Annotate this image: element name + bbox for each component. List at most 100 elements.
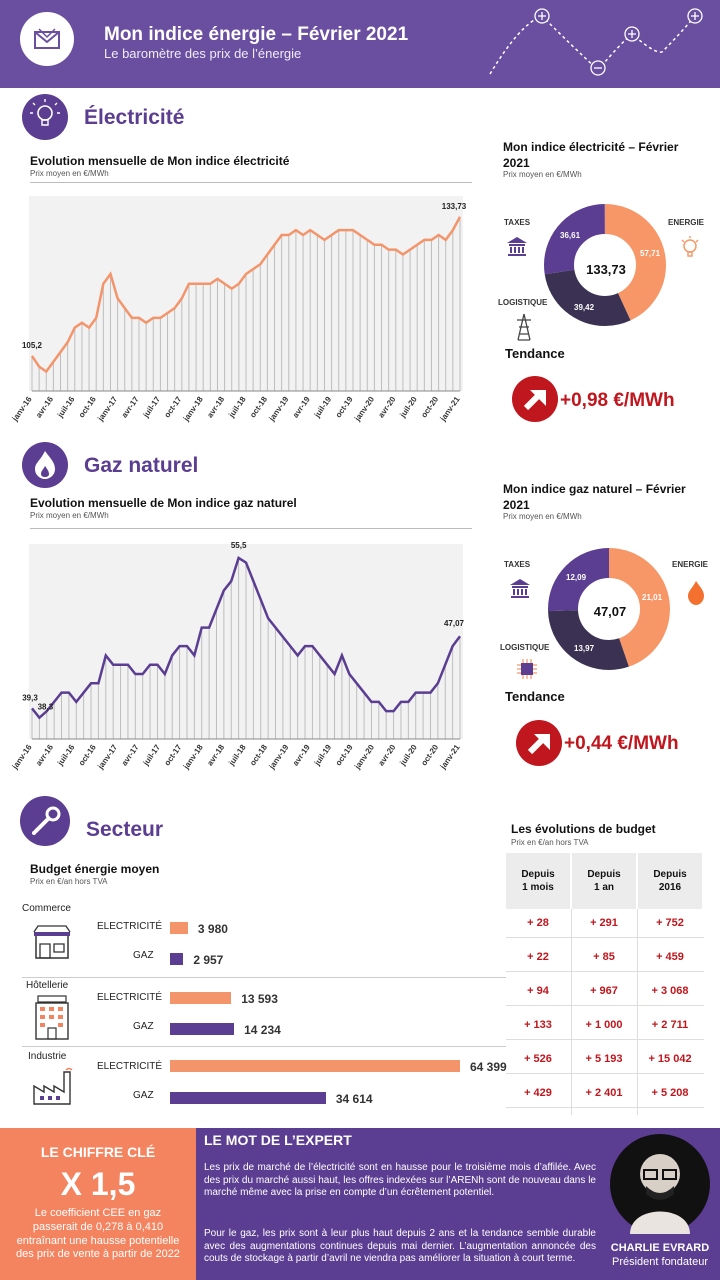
bar-industrie-gaz bbox=[170, 1092, 326, 1104]
data-label: 55,5 bbox=[231, 541, 247, 550]
lightbulb-energy-icon bbox=[681, 236, 699, 257]
wrench-icon bbox=[20, 796, 70, 846]
data-label: 39,3 bbox=[22, 693, 38, 702]
table-cell: + 85 bbox=[593, 951, 615, 963]
chiffre-cle-box: LE CHIFFRE CLÉ X 1,5 Le coefficient CEE … bbox=[0, 1128, 196, 1280]
expert-paragraph-1: Les prix de marché de l’électricité sont… bbox=[204, 1162, 596, 1198]
budget-subtitle: Prix en €/an hors TVA bbox=[30, 877, 108, 886]
label-logistique: LOGISTIQUE bbox=[498, 298, 548, 307]
donut-value-taxes: 36,61 bbox=[560, 231, 581, 240]
table-cell: + 5 193 bbox=[585, 1053, 623, 1065]
label-taxes: TAXES bbox=[504, 218, 531, 227]
expert-box: LE MOT DE L’EXPERT Les prix de marché de… bbox=[196, 1128, 720, 1280]
x-tick-label: juil-19 bbox=[312, 743, 334, 768]
x-tick-label: avr-20 bbox=[377, 743, 398, 768]
x-tick-label: janv-18 bbox=[181, 743, 205, 772]
x-tick-label: oct-17 bbox=[163, 743, 184, 768]
donut-segment-energie bbox=[544, 204, 666, 326]
x-tick-label: janv-16 bbox=[10, 743, 34, 772]
x-tick-label: janv-17 bbox=[95, 395, 119, 424]
col-divider bbox=[571, 909, 572, 1115]
label-taxes: TAXES bbox=[504, 560, 531, 569]
expert-title: LE MOT DE L’EXPERT bbox=[204, 1132, 352, 1148]
x-tick-label: janv-16 bbox=[10, 395, 34, 424]
x-tick-label: juil-16 bbox=[55, 743, 77, 768]
section-title-gaz: Gaz naturel bbox=[84, 454, 199, 477]
table-cell: + 133 bbox=[524, 1019, 552, 1031]
sector-commerce: Commerce bbox=[22, 903, 71, 914]
table-header: Depuis 1 an bbox=[572, 853, 636, 909]
envelope-logo-icon bbox=[20, 12, 74, 66]
table-cell: + 94 bbox=[527, 985, 549, 997]
x-tick-label: juil-19 bbox=[312, 395, 334, 420]
donut-subtitle-gaz: Prix moyen en €/MWh bbox=[503, 512, 582, 521]
series-line bbox=[31, 556, 462, 720]
x-tick-label: janv-18 bbox=[181, 395, 205, 424]
divider bbox=[30, 528, 472, 529]
data-label: 105,2 bbox=[22, 341, 43, 350]
x-tick-label: juil-18 bbox=[226, 743, 248, 768]
expert-role: Président fondateur bbox=[611, 1256, 708, 1268]
x-tick-label: juil-18 bbox=[226, 395, 248, 420]
flame-icon bbox=[22, 442, 68, 488]
sector-industrie: Industrie bbox=[28, 1051, 67, 1062]
flame-energy-icon bbox=[688, 581, 704, 605]
chart-subtitle-electricite: Prix moyen en €/MWh bbox=[30, 169, 109, 178]
x-tick-label: oct-20 bbox=[419, 743, 440, 768]
x-tick-label: juil-17 bbox=[141, 743, 163, 768]
x-tick-label: janv-20 bbox=[352, 743, 376, 772]
bar-label-electricite: ELECTRICITÉ bbox=[97, 921, 163, 932]
table-cell: + 2 711 bbox=[651, 1019, 689, 1031]
donut-title-gaz: Mon indice gaz naturel – Février 2021 bbox=[503, 482, 686, 512]
lightbulb-icon bbox=[22, 94, 68, 140]
chiffre-cle-value: X 1,5 bbox=[60, 1166, 136, 1202]
bar-label-electricite: ELECTRICITÉ bbox=[97, 1061, 163, 1072]
shop-icon bbox=[33, 925, 71, 959]
table-cell: + 752 bbox=[656, 917, 684, 929]
budget-title: Budget énergie moyen bbox=[30, 862, 160, 876]
x-tick-label: oct-18 bbox=[248, 743, 269, 768]
x-tick-label: avr-19 bbox=[291, 743, 312, 768]
x-tick-label: janv-19 bbox=[267, 743, 291, 772]
donut-segment-logistique bbox=[544, 204, 666, 326]
bar-value: 34 614 bbox=[335, 1092, 373, 1106]
x-tick-label: oct-18 bbox=[248, 395, 269, 420]
bar-label-gaz: GAZ bbox=[133, 1021, 154, 1032]
chart-title-gaz: Evolution mensuelle de Mon indice gaz na… bbox=[30, 496, 297, 510]
x-tick-label: oct-16 bbox=[77, 395, 98, 420]
x-tick-label: juil-20 bbox=[398, 395, 420, 420]
table-cell: + 28 bbox=[527, 917, 549, 929]
x-tick-label: oct-19 bbox=[334, 743, 355, 768]
x-tick-label: janv-21 bbox=[438, 743, 462, 772]
row-divider bbox=[506, 971, 704, 972]
table-cell: + 459 bbox=[656, 951, 684, 963]
bank-icon bbox=[510, 579, 530, 598]
donut-value-energie: 57,71 bbox=[640, 249, 661, 258]
donut-segment-logistique bbox=[548, 548, 670, 670]
chiffre-cle-text: Le coefficient CEE en gaz passerait de 0… bbox=[16, 1207, 180, 1261]
bar-commerce-gaz bbox=[170, 953, 184, 965]
label-energie: ENERGIE bbox=[668, 218, 705, 227]
divider bbox=[22, 1046, 506, 1047]
divider bbox=[30, 182, 472, 183]
section-title-electricite: Électricité bbox=[84, 106, 185, 129]
table-cell: + 1 000 bbox=[585, 1019, 623, 1031]
bar-hotellerie-gaz bbox=[170, 1023, 235, 1035]
data-label: 47,07 bbox=[444, 619, 465, 628]
data-label: 133,73 bbox=[442, 202, 467, 211]
chiffre-cle-title: LE CHIFFRE CLÉ bbox=[40, 1144, 156, 1160]
donut-total-gaz: 47,07 bbox=[593, 604, 627, 619]
arrow-up-right-icon bbox=[512, 376, 558, 422]
page-subtitle: Le baromètre des prix de l’énergie bbox=[104, 46, 302, 61]
evolutions-table: Depuis 1 mois Depuis 1 an Depuis 2016 + 28 +… bbox=[506, 853, 704, 1115]
table-cell: + 967 bbox=[590, 985, 618, 997]
chart-title-electricite: Evolution mensuelle de Mon indice électr… bbox=[30, 154, 290, 168]
x-tick-label: juil-17 bbox=[141, 395, 163, 420]
donut-value-logistique: 39,42 bbox=[574, 303, 595, 312]
donut-total-electricite: 133,73 bbox=[586, 262, 626, 277]
sector-hotellerie: Hôtellerie bbox=[26, 980, 69, 991]
x-tick-label: avr-20 bbox=[377, 395, 398, 420]
tendance-value-electricite: +0,98 €/MWh bbox=[560, 390, 675, 411]
chart-subtitle-gaz: Prix moyen en €/MWh bbox=[30, 511, 109, 520]
